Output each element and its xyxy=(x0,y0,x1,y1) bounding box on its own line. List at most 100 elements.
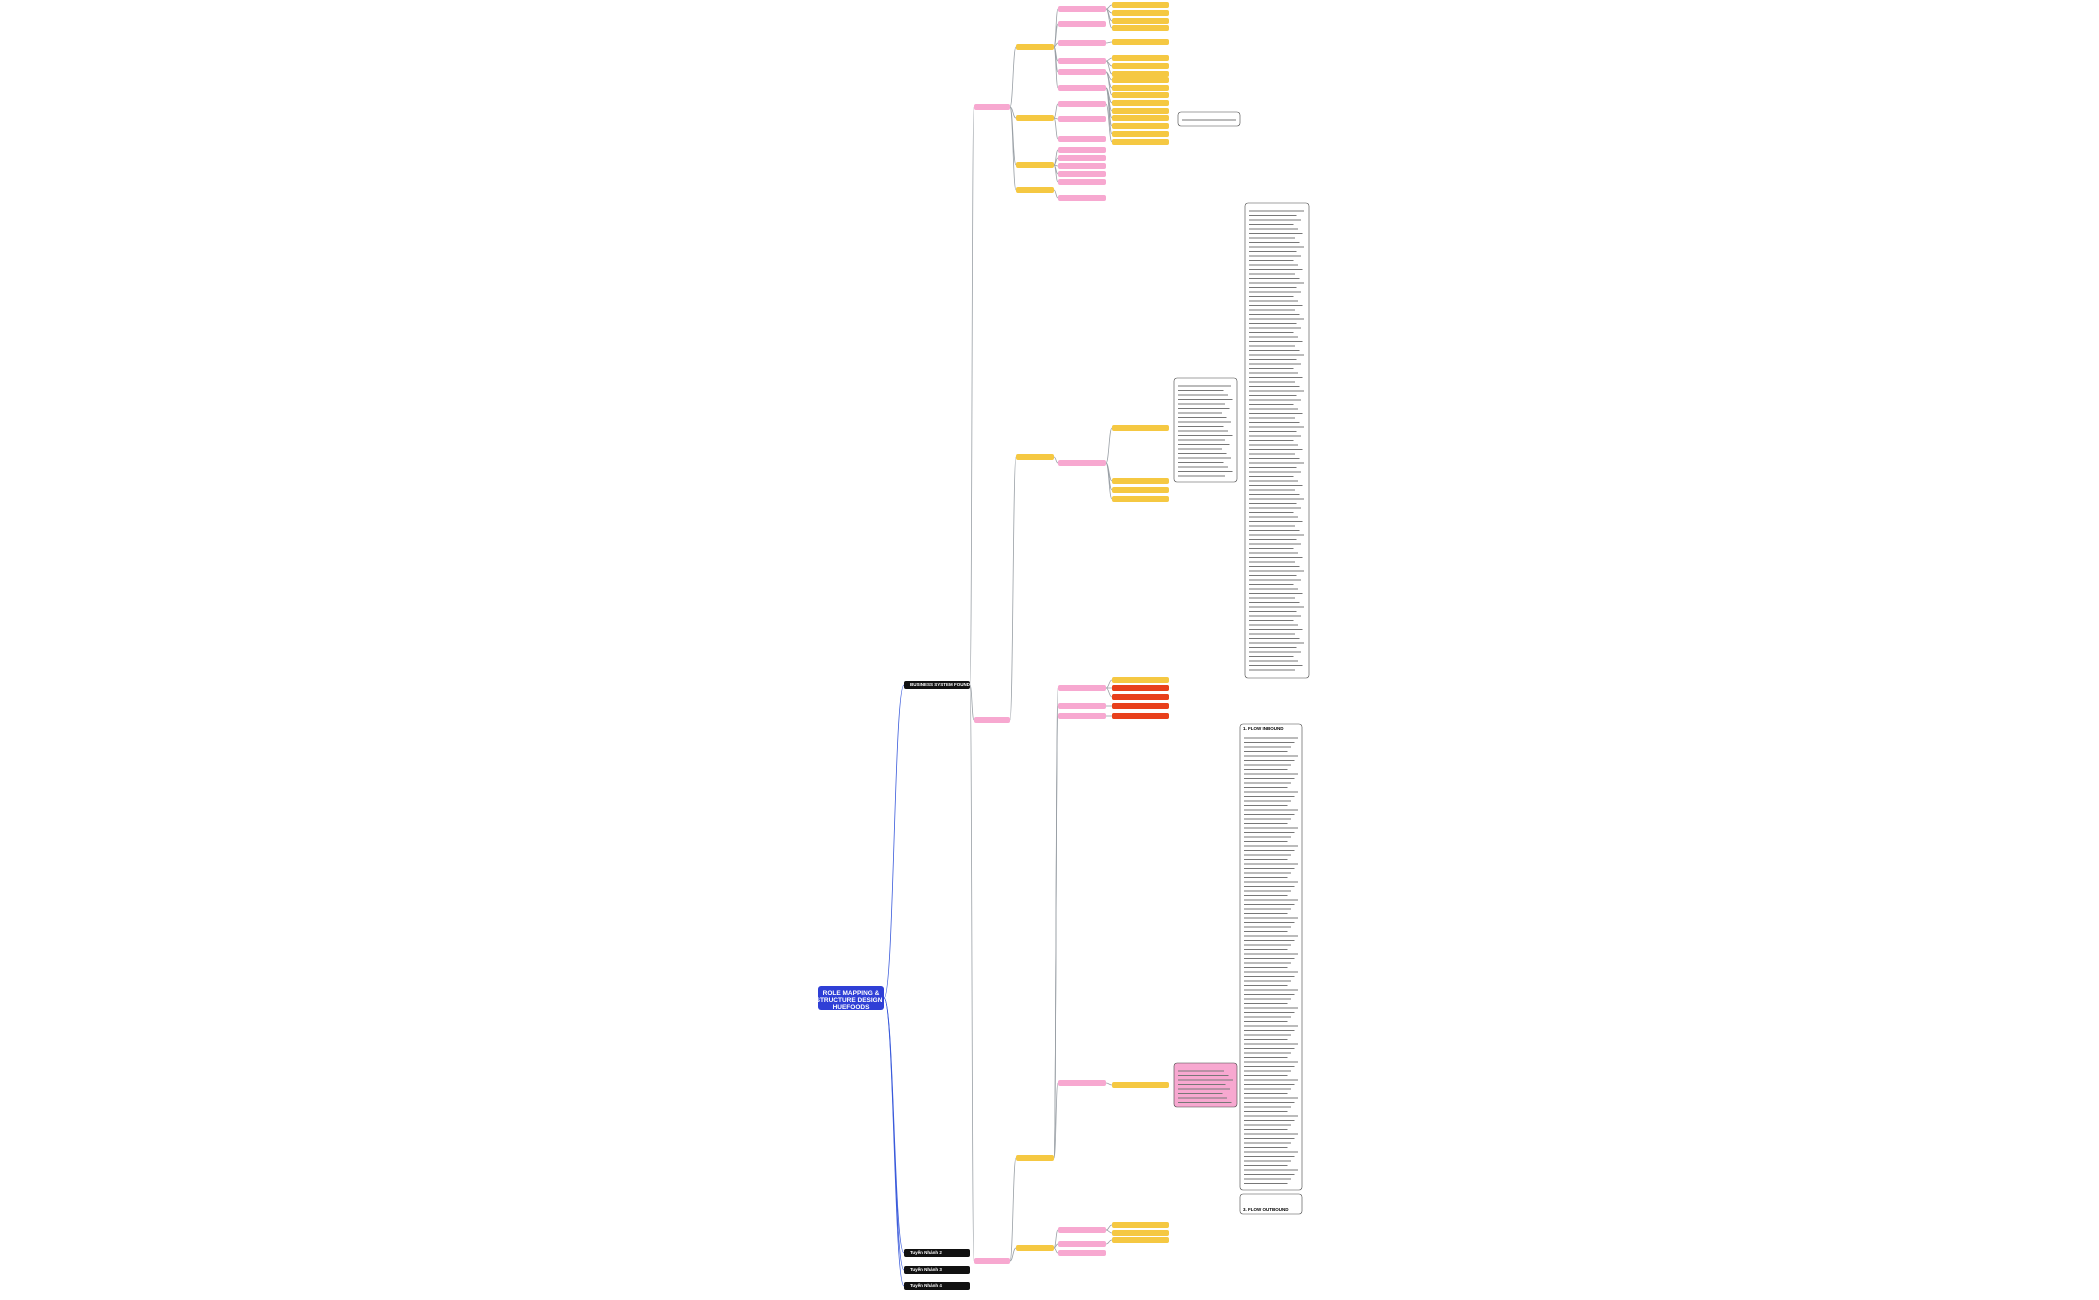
connector xyxy=(1053,1243,1059,1249)
connector xyxy=(1105,60,1113,75)
leaf-node[interactable] xyxy=(1058,147,1106,153)
detail-node[interactable] xyxy=(1112,139,1169,145)
detail-node[interactable] xyxy=(1112,425,1169,431)
connector xyxy=(1105,462,1113,491)
leaf-node[interactable] xyxy=(1058,136,1106,142)
leaf-node[interactable] xyxy=(1058,85,1106,91)
connector xyxy=(1009,1247,1017,1262)
detail-node[interactable] xyxy=(1112,1222,1169,1228)
group-node[interactable] xyxy=(1016,1155,1054,1161)
role-node[interactable] xyxy=(974,717,1010,723)
leaf-node[interactable] xyxy=(1058,155,1106,161)
leaf-node[interactable] xyxy=(1058,69,1106,75)
leaf-node[interactable] xyxy=(1058,40,1106,46)
leaf-node[interactable] xyxy=(1058,460,1106,466)
connector xyxy=(1105,41,1113,44)
connector xyxy=(1105,103,1113,143)
connector xyxy=(1105,679,1113,689)
connector xyxy=(1053,456,1059,464)
detail-node[interactable] xyxy=(1112,92,1169,98)
detail-node[interactable] xyxy=(1112,131,1169,137)
leaf-node[interactable] xyxy=(1058,163,1106,169)
detail-node[interactable] xyxy=(1112,115,1169,121)
connector xyxy=(969,684,975,1262)
detail-node[interactable] xyxy=(1112,63,1169,69)
detail-node[interactable] xyxy=(1112,496,1169,502)
alert-node[interactable] xyxy=(1112,685,1169,691)
leaf-node[interactable] xyxy=(1058,21,1106,27)
leaf-node[interactable] xyxy=(1058,1080,1106,1086)
detail-node[interactable] xyxy=(1112,10,1169,16)
group-node[interactable] xyxy=(1016,187,1054,193)
detail-node[interactable] xyxy=(1112,100,1169,106)
connector xyxy=(1105,462,1113,500)
connector xyxy=(1053,117,1059,140)
leaf-node[interactable] xyxy=(1058,58,1106,64)
branch-node[interactable] xyxy=(904,1266,970,1274)
detail-node[interactable] xyxy=(1112,2,1169,8)
connector xyxy=(1105,57,1113,62)
leaf-node[interactable] xyxy=(1058,713,1106,719)
connector xyxy=(1053,46,1059,89)
connector xyxy=(1053,1247,1059,1254)
branch-label: Tuyến Nhánh 3 xyxy=(910,1266,942,1272)
detail-node[interactable] xyxy=(1112,108,1169,114)
connector xyxy=(969,106,975,686)
leaf-node[interactable] xyxy=(1058,101,1106,107)
detail-node[interactable] xyxy=(1112,677,1169,683)
group-node[interactable] xyxy=(1016,1245,1054,1251)
leaf-node[interactable] xyxy=(1058,703,1106,709)
detail-node[interactable] xyxy=(1112,25,1169,31)
detail-node[interactable] xyxy=(1112,487,1169,493)
detail-node[interactable] xyxy=(1112,55,1169,61)
role-node[interactable] xyxy=(974,1258,1010,1264)
branch-connector xyxy=(883,684,905,999)
branch-node[interactable] xyxy=(904,681,970,689)
detail-node[interactable] xyxy=(1112,85,1169,91)
leaf-node[interactable] xyxy=(1058,6,1106,12)
connector xyxy=(1009,1157,1017,1262)
detail-node[interactable] xyxy=(1112,39,1169,45)
detail-node[interactable] xyxy=(1112,1082,1169,1088)
leaf-node[interactable] xyxy=(1058,1250,1106,1256)
alert-node[interactable] xyxy=(1112,713,1169,719)
detail-node[interactable] xyxy=(1112,71,1169,77)
connector xyxy=(1009,106,1017,119)
detail-node[interactable] xyxy=(1112,1237,1169,1243)
leaf-node[interactable] xyxy=(1058,685,1106,691)
group-node[interactable] xyxy=(1016,162,1054,168)
branch-label: BUSINESS SYSTEM FOUNDATION xyxy=(910,682,984,687)
detail-node[interactable] xyxy=(1112,18,1169,24)
notes-box xyxy=(1173,377,1238,483)
leaf-node[interactable] xyxy=(1058,171,1106,177)
branch-node[interactable] xyxy=(904,1282,970,1290)
flow-label: 3. FLOW OUTBOUND xyxy=(1243,1207,1289,1212)
root-label: ROLE MAPPING & STRUCTURE DESIGN -HUEFOODS xyxy=(816,990,887,1011)
connector xyxy=(1105,427,1113,464)
connector xyxy=(1105,1239,1113,1245)
leaf-node[interactable] xyxy=(1058,116,1106,122)
role-node[interactable] xyxy=(974,104,1010,110)
connector xyxy=(1053,189,1059,199)
branch-node[interactable] xyxy=(904,1249,970,1257)
leaf-node[interactable] xyxy=(1058,195,1106,201)
connector xyxy=(969,684,975,721)
detail-node[interactable] xyxy=(1112,77,1169,83)
connector xyxy=(1105,687,1113,698)
group-node[interactable] xyxy=(1016,454,1054,460)
alert-node[interactable] xyxy=(1112,694,1169,700)
detail-node[interactable] xyxy=(1112,478,1169,484)
group-node[interactable] xyxy=(1016,44,1054,50)
branch-connector xyxy=(883,997,905,1287)
leaf-node[interactable] xyxy=(1058,1227,1106,1233)
flow-box xyxy=(1239,723,1303,1191)
detail-node[interactable] xyxy=(1112,123,1169,129)
connector xyxy=(1053,164,1059,183)
alert-node[interactable] xyxy=(1112,703,1169,709)
group-node[interactable] xyxy=(1016,115,1054,121)
leaf-node[interactable] xyxy=(1058,179,1106,185)
leaf-node[interactable] xyxy=(1058,1241,1106,1247)
root-node[interactable] xyxy=(818,986,884,1010)
detail-node[interactable] xyxy=(1112,1230,1169,1236)
